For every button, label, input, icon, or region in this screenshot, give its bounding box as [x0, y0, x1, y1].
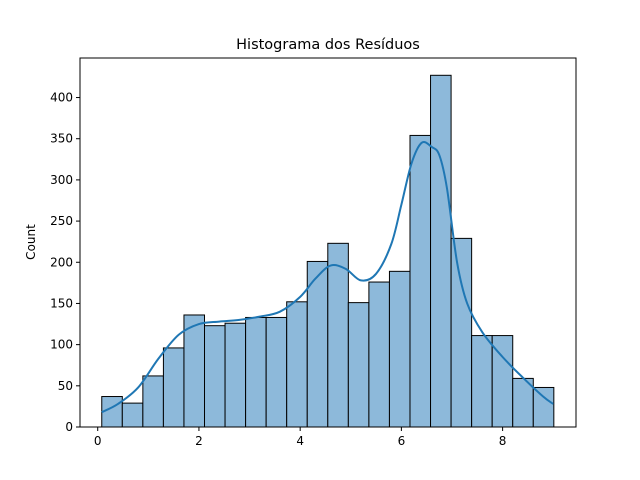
y-tick-label: 400 — [50, 91, 73, 105]
y-tick-label: 100 — [50, 338, 73, 352]
histogram-bar — [368, 281, 390, 428]
kde-curve — [101, 141, 554, 414]
histogram-bar — [471, 335, 493, 428]
y-axis-ticks: 0 50 100 150 200 250 300 350 400 — [50, 91, 80, 434]
chart-title: Histograma dos Resíduos — [236, 37, 420, 53]
x-tick-label: 8 — [499, 434, 507, 448]
histogram-bar — [450, 237, 473, 428]
plot-frame — [79, 57, 577, 428]
histogram-bar — [532, 386, 555, 428]
y-axis-label: Count — [24, 224, 38, 260]
histogram-bar — [142, 375, 164, 428]
x-tick-label: 4 — [296, 434, 304, 448]
x-axis-ticks: 0 2 4 6 8 — [94, 427, 507, 448]
y-tick-label: 50 — [58, 379, 73, 393]
y-tick-label: 250 — [50, 214, 73, 228]
histogram-bar — [388, 270, 411, 428]
bars-group — [101, 74, 555, 428]
histogram-bar — [224, 322, 247, 428]
x-tick-label: 2 — [195, 434, 203, 448]
histogram-bar — [204, 325, 226, 428]
y-tick-label: 0 — [65, 420, 73, 434]
histogram-bar — [327, 242, 349, 428]
x-tick-label: 6 — [398, 434, 406, 448]
histogram-bar — [347, 302, 370, 428]
histogram-bar — [121, 402, 144, 428]
histogram-bar — [430, 74, 452, 428]
y-tick-label: 300 — [50, 173, 73, 187]
histogram-bar — [286, 301, 308, 428]
histogram-bar — [265, 316, 288, 428]
y-tick-label: 200 — [50, 255, 73, 269]
y-tick-label: 350 — [50, 132, 73, 146]
histogram-bar — [183, 314, 206, 428]
histogram-bar — [245, 316, 267, 428]
y-tick-label: 150 — [50, 296, 73, 310]
x-tick-label: 0 — [94, 434, 102, 448]
histogram-bar — [409, 134, 432, 428]
histogram-bar — [162, 347, 185, 428]
